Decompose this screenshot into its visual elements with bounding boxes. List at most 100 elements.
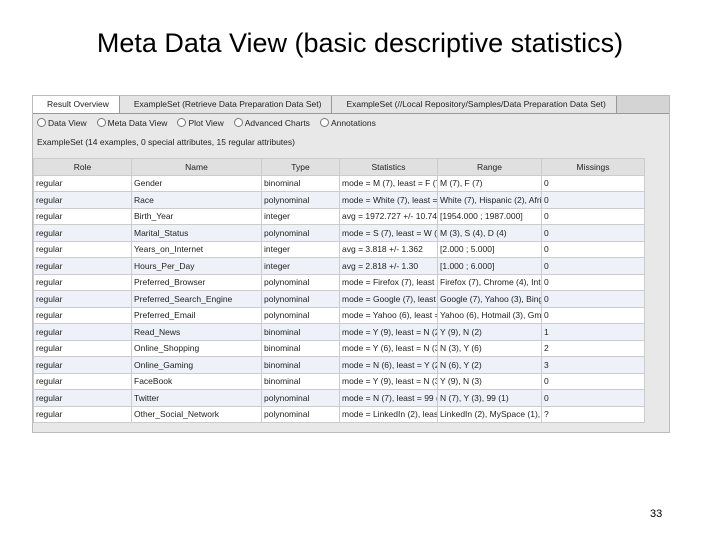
info-line: ExampleSet (14 examples, 0 special attri…	[37, 137, 295, 147]
cell: LinkedIn (2), MySpace (1), Ot	[437, 405, 542, 423]
cell: regular	[33, 290, 132, 308]
table-row: regular Years_on_Internet integer avg = 3.8…	[33, 240, 645, 258]
tab[interactable]: ExampleSet (//Local Repository/Samples/D…	[332, 96, 617, 113]
cell: [2.000 ; 5.000]	[437, 240, 542, 258]
cell: 0	[541, 389, 645, 407]
cell: Preferred_Email	[131, 306, 262, 324]
cell: regular	[33, 174, 132, 192]
tab[interactable]: Result Overview	[33, 96, 120, 113]
tab[interactable]: ExampleSet (Retrieve Data Preparation Da…	[119, 96, 333, 113]
cell: 0	[541, 240, 645, 258]
table-row: regular Online_Shopping binominal mode = Y …	[33, 339, 645, 357]
cell: White (7), Hispanic (2), African	[437, 191, 542, 209]
column-header[interactable]: Role	[33, 158, 132, 176]
cell: 0	[541, 372, 645, 390]
cell: [1.000 ; 6.000]	[437, 257, 542, 275]
table-row: regular Birth_Year integer avg = 1972.727 +…	[33, 207, 645, 225]
cell: binominal	[261, 356, 340, 374]
column-header[interactable]: Name	[131, 158, 262, 176]
view-option[interactable]: Data View	[37, 118, 87, 128]
cell: mode = Yahoo (6), least = Gmail	[339, 306, 438, 324]
table-row: regular Marital_Status polynominal mode = S…	[33, 224, 645, 242]
cell: mode = LinkedIn (2), least =	[339, 405, 438, 423]
cell: Marital_Status	[131, 224, 262, 242]
table-row: regular Preferred_Search_Engine polynomina…	[33, 290, 645, 308]
table-row: regular Preferred_Browser polynominal mode …	[33, 273, 645, 291]
cell: 0	[541, 290, 645, 308]
column-header[interactable]: Range	[437, 158, 542, 176]
cell: regular	[33, 224, 132, 242]
view-option[interactable]: Advanced Charts	[234, 118, 310, 128]
cell: Gender	[131, 174, 262, 192]
meta-table: Role Name Type Statistics Range Missings regu…	[33, 158, 645, 423]
table-row: regular Gender binominal mode = M (7), leas…	[33, 174, 645, 192]
cell: [1954.000 ; 1987.000]	[437, 207, 542, 225]
cell: polynominal	[261, 273, 340, 291]
table-row: regular Twitter polynominal mode = N (7), l…	[33, 389, 645, 407]
cell: mode = Firefox (7), least = Safari	[339, 273, 438, 291]
cell: ?	[541, 405, 645, 423]
cell: regular	[33, 306, 132, 324]
screenshot: Result Overview ExampleSet (Retrieve Data…	[32, 95, 670, 433]
cell: integer	[261, 240, 340, 258]
view-option[interactable]: Meta Data View	[97, 118, 168, 128]
header-row: Role Name Type Statistics Range Missings	[33, 158, 645, 176]
column-header[interactable]: Type	[261, 158, 340, 176]
cell: 0	[541, 207, 645, 225]
slide-title: Meta Data View (basic descriptive statis…	[96, 28, 624, 58]
cell: polynominal	[261, 405, 340, 423]
cell: 0	[541, 224, 645, 242]
cell: mode = Y (6), least = N (3)	[339, 339, 438, 357]
cell: Birth_Year	[131, 207, 262, 225]
cell: mode = N (7), least = 99 (1)	[339, 389, 438, 407]
cell: Twitter	[131, 389, 262, 407]
table-row: regular Online_Gaming binominal mode = N (6…	[33, 356, 645, 374]
cell: Race	[131, 191, 262, 209]
cell: integer	[261, 207, 340, 225]
cell: 0	[541, 273, 645, 291]
cell: Y (9), N (2)	[437, 323, 542, 341]
cell: M (3), S (4), D (4)	[437, 224, 542, 242]
tab-bar: Result Overview ExampleSet (Retrieve Data…	[33, 96, 669, 114]
column-header[interactable]: Missings	[541, 158, 645, 176]
cell: Y (9), N (3)	[437, 372, 542, 390]
cell: mode = White (7), least = Hispanic	[339, 191, 438, 209]
cell: M (7), F (7)	[437, 174, 542, 192]
cell: FaceBook	[131, 372, 262, 390]
cell: binominal	[261, 339, 340, 357]
cell: Yahoo (6), Hotmail (3), Gmail	[437, 306, 542, 324]
cell: 3	[541, 356, 645, 374]
cell: polynominal	[261, 224, 340, 242]
cell: mode = N (6), least = Y (2)	[339, 356, 438, 374]
view-option[interactable]: Plot View	[177, 118, 223, 128]
cell: Years_on_Internet	[131, 240, 262, 258]
cell: Google (7), Yahoo (3), Bing (	[437, 290, 542, 308]
cell: regular	[33, 207, 132, 225]
column-header[interactable]: Statistics	[339, 158, 438, 176]
cell: Preferred_Search_Engine	[131, 290, 262, 308]
cell: 0	[541, 174, 645, 192]
view-option[interactable]: Annotations	[320, 118, 376, 128]
cell: Firefox (7), Chrome (4), Internet	[437, 273, 542, 291]
cell: regular	[33, 323, 132, 341]
cell: polynominal	[261, 306, 340, 324]
table-row: regular Read_News binominal mode = Y (9), l…	[33, 323, 645, 341]
cell: Hours_Per_Day	[131, 257, 262, 275]
cell: 0	[541, 257, 645, 275]
cell: polynominal	[261, 389, 340, 407]
table-row: regular Race polynominal mode = White (7), …	[33, 191, 645, 209]
cell: mode = Y (9), least = N (2)	[339, 323, 438, 341]
cell: avg = 3.818 +/- 1.362	[339, 240, 438, 258]
cell: Preferred_Browser	[131, 273, 262, 291]
table-row: regular Preferred_Email polynominal mode = …	[33, 306, 645, 324]
cell: N (7), Y (3), 99 (1)	[437, 389, 542, 407]
cell: Read_News	[131, 323, 262, 341]
cell: 0	[541, 306, 645, 324]
cell: regular	[33, 240, 132, 258]
cell: avg = 2.818 +/- 1.30	[339, 257, 438, 275]
cell: Online_Shopping	[131, 339, 262, 357]
cell: mode = M (7), least = F (7)	[339, 174, 438, 192]
cell: regular	[33, 405, 132, 423]
cell: regular	[33, 372, 132, 390]
